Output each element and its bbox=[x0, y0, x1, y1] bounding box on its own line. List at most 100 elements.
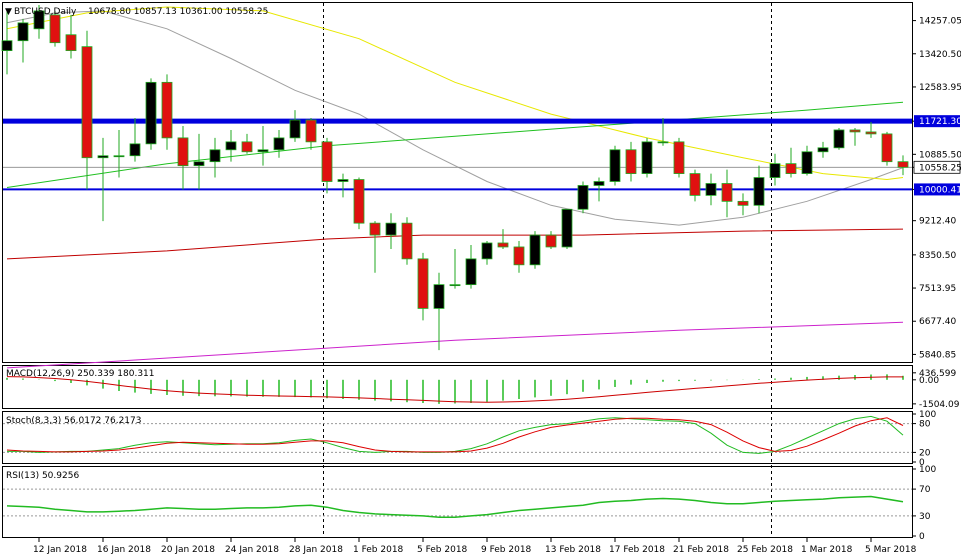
macd-label: MACD(12,26,9) 250.339 180.311 bbox=[6, 369, 155, 379]
candle-body bbox=[897, 161, 909, 168]
candle bbox=[881, 131, 893, 166]
candle-body bbox=[1, 40, 13, 52]
candle-body bbox=[785, 163, 797, 174]
price-tick-label: 7513.95 bbox=[919, 284, 956, 294]
candle-body bbox=[657, 141, 669, 144]
candle-body bbox=[401, 222, 413, 260]
rsi-tick-label: 0 bbox=[919, 532, 925, 542]
candle-body bbox=[257, 149, 269, 153]
date-tick-label: 21 Feb 2018 bbox=[673, 545, 729, 555]
candle bbox=[353, 177, 365, 230]
candle bbox=[865, 122, 877, 138]
candle-body bbox=[465, 258, 477, 286]
stoch-label: Stoch(8,3,3) 56.0172 76.2173 bbox=[6, 416, 141, 426]
date-tick-label: 1 Mar 2018 bbox=[801, 545, 853, 555]
price-tick-label: 10558.25 bbox=[919, 163, 961, 173]
candle-body bbox=[17, 22, 29, 42]
price-tick-label: 14257.05 bbox=[919, 17, 961, 27]
candle-body bbox=[705, 183, 717, 196]
candle-body bbox=[353, 179, 365, 224]
candle bbox=[49, 10, 61, 47]
macd-tick-label: 0.00 bbox=[919, 376, 939, 386]
stoch-tick-label: 80 bbox=[919, 420, 931, 430]
candle bbox=[497, 229, 509, 249]
candle bbox=[385, 213, 397, 249]
candle-body bbox=[689, 173, 701, 196]
candle-body bbox=[577, 185, 589, 210]
moving-average-5 bbox=[6, 321, 904, 369]
date-tick-label: 25 Feb 2018 bbox=[737, 545, 793, 555]
candle bbox=[401, 217, 413, 265]
current-price-tag bbox=[913, 160, 961, 174]
candle-body bbox=[33, 10, 45, 30]
rsi-label: RSI(13) 50.9256 bbox=[6, 471, 79, 481]
candle-body bbox=[209, 149, 221, 163]
candle-body bbox=[545, 234, 557, 248]
candle bbox=[33, 5, 45, 39]
candle bbox=[849, 127, 861, 146]
date-tick-label: 24 Jan 2018 bbox=[225, 545, 279, 555]
candle bbox=[193, 133, 205, 190]
rsi-line bbox=[6, 495, 904, 518]
candle bbox=[705, 173, 717, 206]
candle-body bbox=[113, 155, 125, 158]
candle bbox=[641, 137, 653, 178]
candle-body bbox=[449, 284, 461, 287]
price-tick-label: 6677.40 bbox=[919, 317, 956, 327]
price-tick-label: 11721.30 bbox=[919, 117, 961, 127]
candle-body bbox=[849, 129, 861, 133]
candle bbox=[785, 147, 797, 178]
candle bbox=[737, 193, 749, 216]
moving-average-1 bbox=[6, 10, 904, 226]
candle bbox=[817, 141, 829, 158]
candle-body bbox=[177, 137, 189, 167]
candle bbox=[1, 10, 13, 75]
candle-body bbox=[433, 284, 445, 309]
candle-body bbox=[769, 163, 781, 178]
candle bbox=[257, 125, 269, 166]
date-tick-label: 12 Jan 2018 bbox=[33, 545, 87, 555]
candle-body bbox=[481, 242, 493, 260]
candle bbox=[657, 118, 669, 146]
stoch-panel bbox=[2, 411, 913, 464]
chart-ohlc: 10678.80 10857.13 10361.00 10558.25 bbox=[88, 7, 268, 17]
macd-tick-label: 436.599 bbox=[919, 369, 956, 379]
candle-body bbox=[273, 137, 285, 151]
chart-symbol: BTCUSD,Daily bbox=[14, 7, 77, 17]
candle-body bbox=[65, 34, 77, 52]
candle bbox=[801, 145, 813, 176]
candle-body bbox=[289, 119, 301, 139]
candle-body bbox=[593, 181, 605, 186]
price-tick-label: 8350.50 bbox=[919, 251, 956, 261]
candle bbox=[577, 181, 589, 214]
price-tick-label: 10885.50 bbox=[919, 150, 961, 160]
moving-average-3 bbox=[6, 101, 904, 188]
candle-body bbox=[417, 258, 429, 309]
candle bbox=[593, 177, 605, 202]
candle-body bbox=[641, 141, 653, 174]
rsi-tick-label: 100 bbox=[919, 465, 936, 475]
candle bbox=[369, 221, 381, 273]
stoch-signal-line bbox=[6, 417, 904, 453]
candle bbox=[433, 272, 445, 351]
candle-body bbox=[321, 141, 333, 182]
date-axis: 12 Jan 2018 16 Jan 2018 20 Jan 2018 24 Jan … bbox=[33, 538, 917, 555]
price-panel bbox=[2, 2, 913, 363]
candle-body bbox=[145, 81, 157, 145]
date-tick-label: 1 Feb 2018 bbox=[353, 545, 404, 555]
candle-body bbox=[497, 242, 509, 248]
candle-body bbox=[609, 149, 621, 182]
candle bbox=[97, 137, 109, 222]
stoch-tick-label: 20 bbox=[919, 448, 931, 458]
stoch-tick-label: 100 bbox=[919, 410, 936, 420]
candle-body bbox=[225, 141, 237, 151]
candle bbox=[561, 208, 573, 249]
price-tick-label: 12583.95 bbox=[919, 83, 961, 93]
moving-average-4 bbox=[6, 228, 904, 260]
date-tick-label: 13 Feb 2018 bbox=[545, 545, 601, 555]
candle-body bbox=[625, 149, 637, 174]
candle-body bbox=[865, 131, 877, 135]
candle bbox=[417, 252, 429, 321]
